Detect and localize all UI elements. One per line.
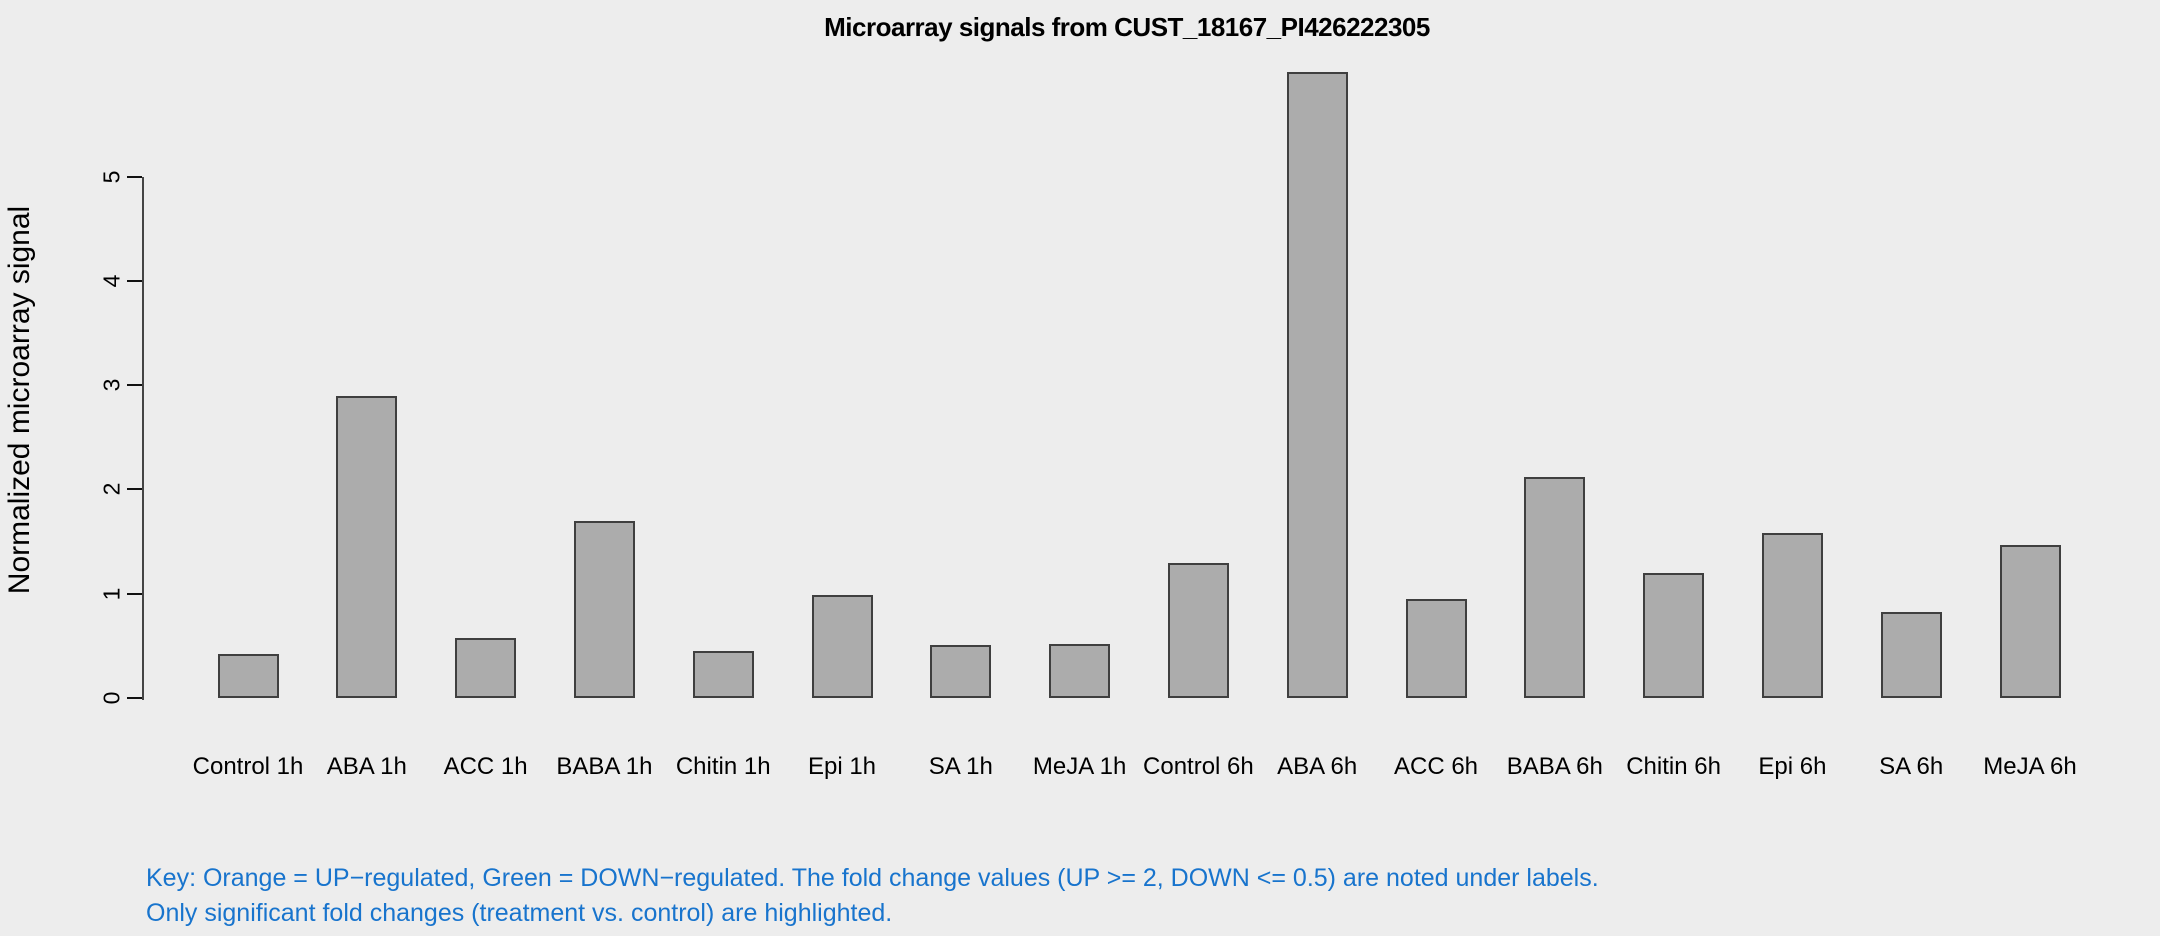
x-axis-label-text: Chitin 6h [1626,753,1721,780]
x-axis-label-text: SA 6h [1879,753,1944,780]
bar-meja-6h [1999,544,2061,698]
y-axis-tick-label-text: 2 [98,482,125,496]
y-axis-tick [127,592,142,595]
bar-control-6h [1167,563,1229,698]
bar-baba-1h [573,520,635,698]
x-axis-label-text: Chitin 1h [675,753,771,780]
y-axis-tick [127,279,142,282]
y-axis-tick [127,175,142,178]
y-axis-tick-label-text: 3 [98,378,125,392]
y-axis-tick-label-text: 0 [98,691,125,705]
y-axis-tick-label-text: 4 [98,274,125,288]
bar-meja-1h [1049,643,1111,698]
key-note: Key: Orange = UP−regulated, Green = DOWN… [146,861,1599,931]
bar-acc-6h [1405,598,1467,698]
x-axis-label-text: ACC 6h [1393,753,1479,780]
x-axis-label-text: BABA 6h [1506,753,1603,780]
y-axis-tick-label-text: 5 [98,170,125,183]
x-axis-label-text: Epi 6h [1758,753,1827,780]
bar-aba-6h [1286,72,1348,698]
bar-chitin-6h [1643,572,1705,698]
x-axis-label-text: MeJA 1h [1032,753,1127,780]
x-axis-label-text: Epi 1h [807,753,877,780]
bar-sa-1h [930,644,992,698]
x-axis-label-text: MeJA 6h [1983,753,2077,780]
y-axis-tick [127,384,142,387]
bar-chitin-1h [692,651,754,698]
key-note-line-1: Key: Orange = UP−regulated, Green = DOWN… [146,864,1599,892]
y-axis-tick [127,488,142,491]
x-axis-label-text: SA 1h [928,753,993,780]
bar-aba-1h [336,395,398,698]
x-axis-label-text: BABA 1h [556,753,653,780]
key-note-line-2: Only significant fold changes (treatment… [146,899,893,927]
y-axis-tick-label-text: 1 [98,587,125,601]
bar-epi-1h [811,594,873,698]
x-axis-label-text: ABA 6h [1277,753,1358,780]
bar-sa-6h [1880,612,1942,698]
chart-title: Microarray signals from CUST_18167_PI426… [824,12,1430,42]
bar-acc-1h [455,637,517,698]
y-axis-line [142,176,144,700]
bar-control-1h [217,654,279,698]
x-axis-label-text: Control 6h [1143,753,1254,780]
x-axis-label-text: Control 1h [192,753,304,780]
x-axis-label-text: ACC 1h [443,753,528,780]
y-axis-tick [127,697,142,699]
bar-epi-6h [1761,533,1823,698]
x-axis-label-text: ABA 1h [326,753,407,780]
bar-baba-6h [1524,476,1586,698]
